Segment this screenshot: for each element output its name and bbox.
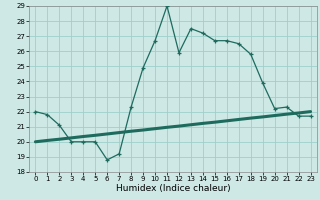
X-axis label: Humidex (Indice chaleur): Humidex (Indice chaleur): [116, 184, 230, 193]
